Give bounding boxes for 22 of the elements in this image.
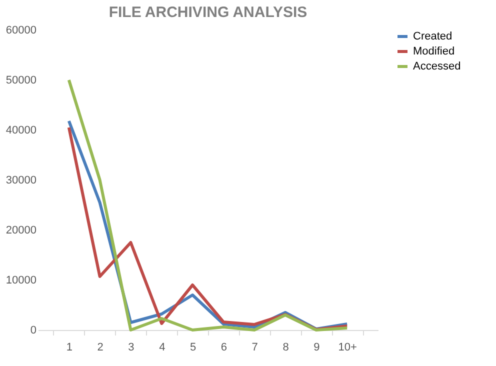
- y-tick-label: 50000: [6, 74, 36, 86]
- line-series: [67, 78, 349, 332]
- x-tick-label: 1: [66, 342, 72, 354]
- x-tick-label: 3: [128, 342, 134, 354]
- x-tick-label: 4: [159, 342, 166, 354]
- y-tick-label: 0: [30, 324, 36, 336]
- x-tick-label: 9: [314, 342, 320, 354]
- x-tick-label: 7: [252, 342, 258, 354]
- y-tick-label: 10000: [6, 274, 36, 286]
- y-tick-label: 60000: [6, 24, 36, 36]
- legend-label: Accessed: [413, 60, 461, 72]
- y-tick-label: 20000: [6, 224, 36, 236]
- legend-label: Modified: [413, 46, 455, 58]
- x-tick-label: 5: [190, 342, 196, 354]
- x-tick-label: 2: [97, 342, 104, 354]
- x-tick-label: 10+: [338, 342, 357, 354]
- y-tick-label: 40000: [6, 124, 36, 136]
- x-tick-label: 8: [282, 342, 289, 354]
- x-tick-label: 6: [220, 342, 228, 354]
- chart-title: FILE ARCHIVING ANALYSIS: [108, 4, 308, 21]
- y-tick-label: 30000: [6, 174, 36, 186]
- legend-label: Created: [413, 30, 452, 42]
